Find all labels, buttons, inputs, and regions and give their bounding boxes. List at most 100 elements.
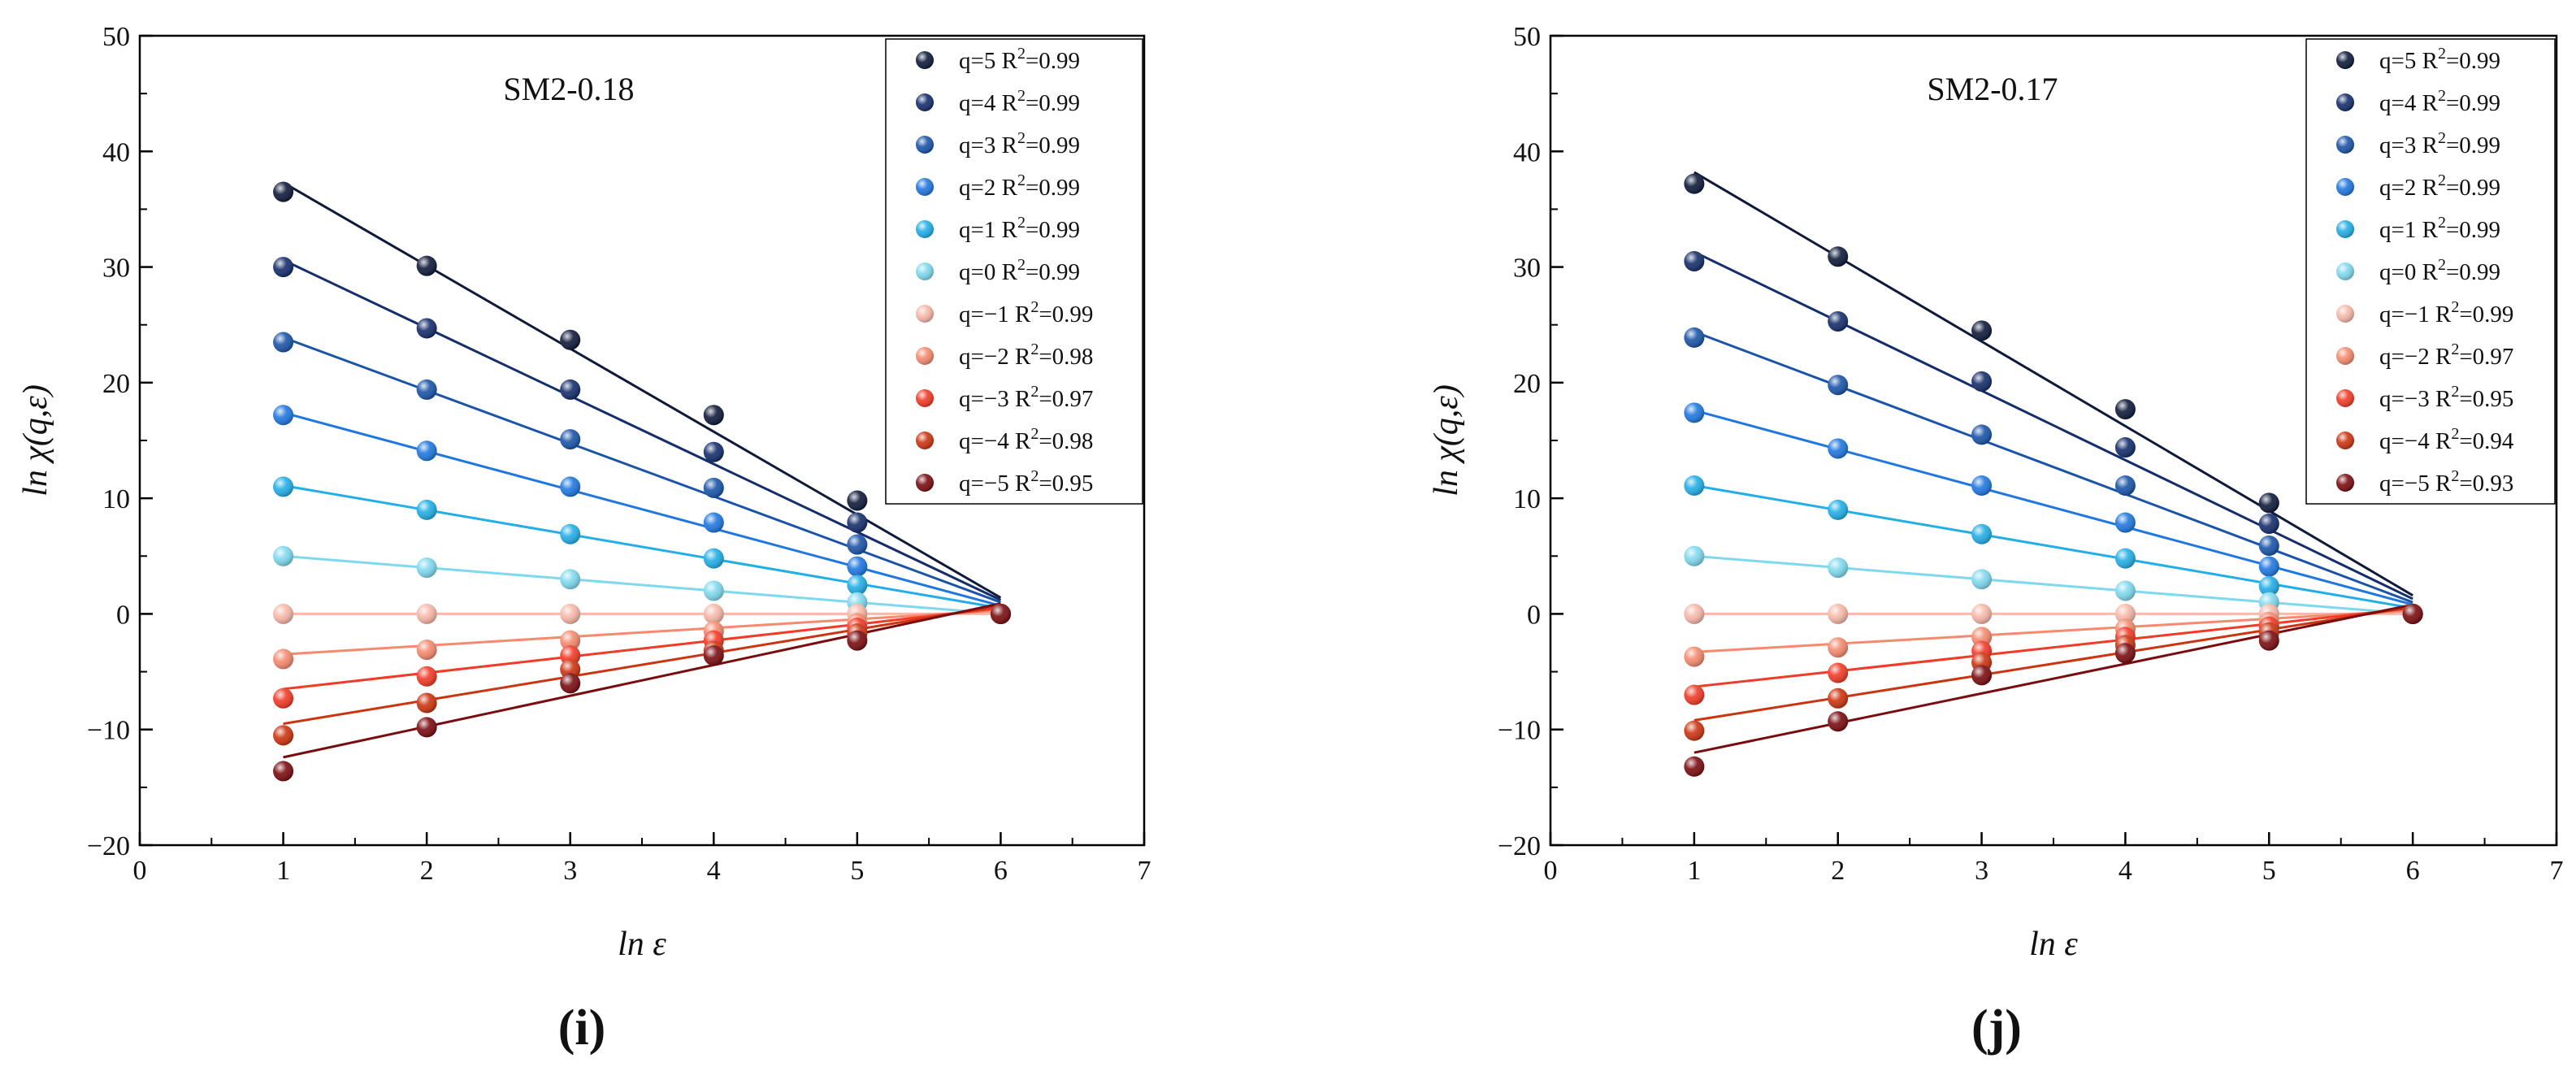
data-point-highlight xyxy=(416,603,437,624)
data-point-highlight xyxy=(416,255,437,276)
data-point-highlight xyxy=(847,630,868,651)
data-point-highlight xyxy=(2114,603,2136,624)
legend-marker-highlight xyxy=(916,474,934,492)
legend-marker-highlight xyxy=(2336,93,2354,111)
legend-entry: q=−4 R2=0.98 xyxy=(959,425,1093,454)
data-point-highlight xyxy=(1971,603,1993,624)
series-10 xyxy=(1684,603,2423,777)
fit-line-2 xyxy=(283,336,1001,604)
x-tick-label: 1 xyxy=(1687,856,1701,886)
legend-marker-highlight xyxy=(2336,51,2354,69)
fit-line-3 xyxy=(283,411,1001,607)
data-point-highlight xyxy=(1828,375,1849,396)
legend-entry: q=3 R2=0.99 xyxy=(959,129,1080,158)
legend: q=5 R2=0.99 q=4 R2=0.99 q=3 R2=0.99 q=2 R2=… xyxy=(2305,38,2556,505)
data-point-highlight xyxy=(273,725,294,746)
fit-line-8 xyxy=(1693,606,2413,688)
legend-entry: q=5 R2=0.99 xyxy=(959,45,1080,74)
legend-entry: q=−1 R2=0.99 xyxy=(2379,298,2513,327)
y-tick-label: 30 xyxy=(1513,254,1541,284)
legend-marker-highlight xyxy=(916,305,934,323)
data-point-highlight xyxy=(847,512,868,533)
x-tick-label: 6 xyxy=(2406,856,2420,886)
legend-marker-highlight xyxy=(916,432,934,449)
panel-letter: (j) xyxy=(1971,1000,2022,1056)
data-point-highlight xyxy=(560,379,581,400)
data-point-highlight xyxy=(1684,545,1705,566)
data-point-highlight xyxy=(703,548,724,569)
y-tick-label: 40 xyxy=(102,137,130,167)
data-point-highlight xyxy=(1684,327,1705,348)
series-10 xyxy=(273,603,1011,782)
panel-letter: (i) xyxy=(558,1000,606,1056)
fit-line-2 xyxy=(1693,330,2413,604)
fit-line-8 xyxy=(283,606,1001,691)
y-tick-label: 10 xyxy=(102,484,130,514)
data-point-highlight xyxy=(1828,246,1849,267)
y-tick-label: 20 xyxy=(1513,369,1541,399)
legend-marker-highlight xyxy=(2336,220,2354,238)
y-tick-label: 10 xyxy=(1513,484,1541,514)
data-point-highlight xyxy=(560,569,581,590)
legend-marker-highlight xyxy=(916,51,934,69)
y-tick-label: 50 xyxy=(102,22,130,52)
legend-marker-highlight xyxy=(916,347,934,365)
fit-line-9 xyxy=(283,604,1001,726)
legend-entry: q=0 R2=0.99 xyxy=(959,256,1080,285)
data-point-highlight xyxy=(1971,569,1993,590)
data-point-highlight xyxy=(2258,556,2279,577)
data-point-highlight xyxy=(703,441,724,462)
legend-marker-highlight xyxy=(2336,389,2354,407)
data-point-highlight xyxy=(416,692,437,714)
data-point-highlight xyxy=(2114,437,2136,458)
legend-entry: q=0 R2=0.99 xyxy=(2379,256,2500,285)
data-point-highlight xyxy=(847,575,868,596)
data-point-highlight xyxy=(2114,548,2136,569)
data-point-highlight xyxy=(416,717,437,738)
legend-entry: q=3 R2=0.99 xyxy=(2379,129,2500,158)
data-point-highlight xyxy=(1828,499,1849,520)
data-point-highlight xyxy=(416,499,437,520)
data-point-highlight xyxy=(2114,580,2136,601)
data-point-highlight xyxy=(2258,492,2279,514)
data-point-highlight xyxy=(1828,557,1849,579)
data-point-highlight xyxy=(703,645,724,666)
data-point-highlight xyxy=(273,761,294,782)
data-point-highlight xyxy=(2258,535,2279,556)
legend-entry: q=−1 R2=0.99 xyxy=(959,298,1093,327)
x-tick-label: 5 xyxy=(2262,856,2276,886)
chart-panel-2: 0 1 2 3 4 5 6 7 −20 −10 0 10 20 30 40 50 ln ε ln χ(q,ε) SM… xyxy=(1428,22,2564,1056)
fit-line-1 xyxy=(282,258,1002,601)
data-point-highlight xyxy=(2114,643,2136,664)
data-point-highlight xyxy=(2402,603,2423,624)
data-point-highlight xyxy=(560,523,581,544)
legend-marker-highlight xyxy=(2336,136,2354,154)
data-point-highlight xyxy=(2258,575,2279,596)
fit-line-10 xyxy=(283,602,1001,759)
data-point-highlight xyxy=(560,630,581,651)
data-point-highlight xyxy=(273,648,294,670)
data-point-highlight xyxy=(1971,523,1993,544)
legend-entry: q=2 R2=0.99 xyxy=(2379,171,2500,201)
fit-line-0 xyxy=(282,181,1002,599)
data-point-highlight xyxy=(1684,173,1705,194)
data-point-highlight xyxy=(560,476,581,497)
data-point-highlight xyxy=(273,545,294,566)
data-point-highlight xyxy=(416,557,437,579)
y-axis-label: ln χ(q,ε) xyxy=(17,384,54,497)
fit-line-5 xyxy=(283,554,1001,615)
legend-marker-highlight xyxy=(2336,474,2354,492)
data-point-highlight xyxy=(2114,399,2136,420)
legend-entry: q=5 R2=0.99 xyxy=(2379,45,2500,74)
y-axis-label: ln χ(q,ε) xyxy=(1428,384,1465,497)
data-point-highlight xyxy=(1971,665,1993,686)
data-point-highlight xyxy=(1684,756,1705,777)
y-tick-label: −10 xyxy=(1498,716,1541,746)
series-5 xyxy=(273,545,1011,624)
x-tick-label: 1 xyxy=(276,856,290,886)
legend-entry: q=−2 R2=0.98 xyxy=(959,340,1093,370)
data-point-highlight xyxy=(1684,402,1705,423)
data-point-highlight xyxy=(1684,475,1705,496)
legend-marker-highlight xyxy=(2336,262,2354,280)
